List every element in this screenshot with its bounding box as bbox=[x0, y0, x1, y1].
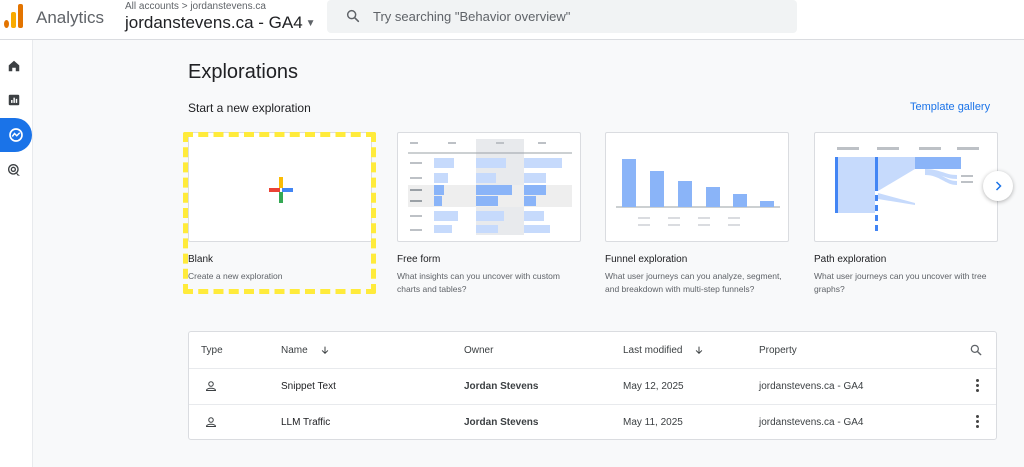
chevron-right-icon bbox=[995, 181, 1002, 191]
col-header-last-modified-label: Last modified bbox=[623, 345, 683, 356]
property-name: jordanstevens.ca - GA4 bbox=[125, 13, 303, 32]
property-name: jordanstevens.ca - GA4 bbox=[759, 381, 864, 392]
more-vert-icon[interactable] bbox=[976, 415, 980, 429]
card-desc: What user journeys can you uncover with … bbox=[814, 271, 987, 294]
card-title: Blank bbox=[188, 254, 214, 265]
explore-icon[interactable] bbox=[0, 118, 32, 152]
card-desc: Create a new exploration bbox=[188, 271, 283, 281]
person-icon bbox=[205, 417, 217, 427]
section-label: Start a new exploration bbox=[188, 101, 311, 115]
more-vert-icon[interactable] bbox=[976, 379, 980, 393]
col-header-last-modified[interactable]: Last modified bbox=[623, 345, 704, 356]
funnel-chart-icon bbox=[616, 159, 780, 226]
explorations-table: Type Name Owner Last modified Property S… bbox=[188, 331, 997, 440]
col-header-property: Property bbox=[759, 345, 797, 356]
home-icon[interactable] bbox=[0, 52, 28, 80]
col-header-type: Type bbox=[201, 345, 223, 356]
path-thumbnail[interactable] bbox=[814, 132, 998, 242]
caret-down-icon: ▼ bbox=[305, 18, 316, 30]
table-row[interactable]: LLM Traffic Jordan Stevens May 11, 2025 … bbox=[189, 404, 996, 440]
funnel-thumbnail[interactable] bbox=[605, 132, 789, 242]
page-title: Explorations bbox=[188, 61, 299, 83]
property-selector[interactable]: jordanstevens.ca - GA4 ▼ bbox=[125, 13, 316, 33]
carousel-next-button[interactable] bbox=[983, 171, 1013, 201]
card-desc: What user journeys can you analyze, segm… bbox=[605, 271, 782, 294]
sort-arrow-down-icon[interactable] bbox=[694, 345, 704, 355]
card-title: Free form bbox=[397, 254, 441, 265]
last-modified: May 11, 2025 bbox=[623, 417, 683, 428]
owner-name: Jordan Stevens bbox=[464, 381, 539, 392]
blank-thumbnail[interactable] bbox=[188, 132, 372, 242]
search-icon bbox=[346, 9, 360, 23]
search-bar[interactable]: Try searching "Behavior overview" bbox=[327, 0, 797, 33]
col-header-owner: Owner bbox=[464, 345, 494, 356]
breadcrumb[interactable]: All accounts > jordanstevens.ca bbox=[125, 1, 266, 12]
free-form-thumbnail[interactable] bbox=[397, 132, 581, 242]
card-title: Path exploration bbox=[814, 254, 887, 265]
col-header-name[interactable]: Name bbox=[281, 345, 330, 356]
card-desc: What insights can you uncover with custo… bbox=[397, 271, 560, 294]
search-input[interactable]: Try searching "Behavior overview" bbox=[373, 9, 571, 24]
exploration-name[interactable]: LLM Traffic bbox=[281, 417, 331, 428]
app-name: Analytics bbox=[36, 8, 105, 27]
advertising-icon[interactable] bbox=[0, 156, 28, 184]
plus-icon bbox=[269, 177, 293, 203]
col-header-name-label: Name bbox=[281, 345, 308, 356]
person-icon bbox=[205, 381, 217, 391]
table-illustration-icon bbox=[408, 139, 572, 235]
table-search-icon[interactable] bbox=[969, 343, 983, 357]
top-header: Analytics All accounts > jordanstevens.c… bbox=[0, 0, 1024, 40]
path-tree-icon bbox=[835, 147, 979, 231]
reports-icon[interactable] bbox=[0, 86, 28, 114]
owner-name: Jordan Stevens bbox=[464, 417, 539, 428]
property-name: jordanstevens.ca - GA4 bbox=[759, 417, 864, 428]
blank-card-highlight bbox=[183, 132, 376, 294]
sort-arrow-down-icon[interactable] bbox=[320, 345, 330, 355]
template-gallery-link[interactable]: Template gallery bbox=[910, 101, 991, 113]
card-title: Funnel exploration bbox=[605, 254, 688, 265]
last-modified: May 12, 2025 bbox=[623, 381, 684, 392]
analytics-logo-icon[interactable] bbox=[4, 4, 24, 28]
exploration-name[interactable]: Snippet Text bbox=[281, 381, 336, 392]
table-row[interactable]: Snippet Text Jordan Stevens May 12, 2025… bbox=[189, 368, 996, 404]
left-nav bbox=[0, 40, 33, 467]
